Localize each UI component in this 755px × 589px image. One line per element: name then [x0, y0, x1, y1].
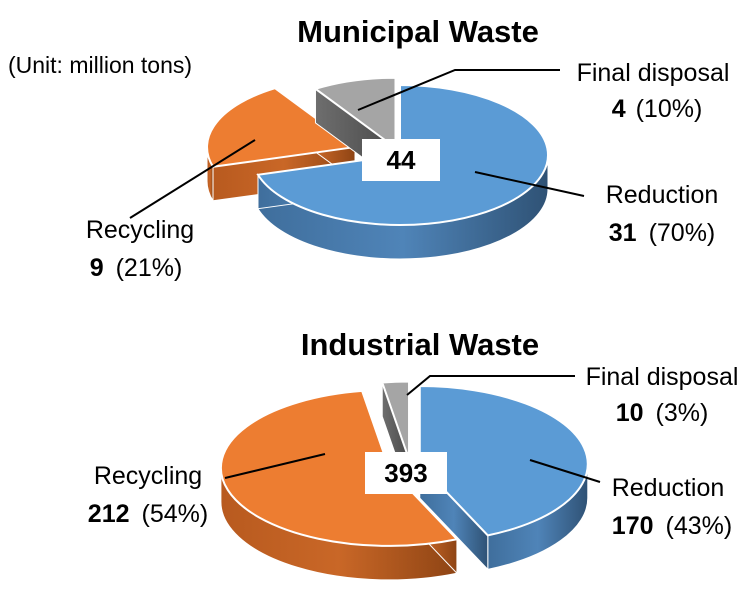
total-box [365, 452, 447, 494]
label-municipal-reduction: Reduction [606, 181, 719, 209]
value-municipal-reduction: 31 (70%) [609, 219, 716, 247]
slice-reduction [418, 385, 589, 537]
value-municipal-recycling: 9 (21%) [90, 254, 183, 282]
label-industrial-recycling: Recycling [94, 462, 202, 490]
leader-line [474, 171, 585, 197]
value-number: 31 [609, 219, 637, 247]
value-percent: (3%) [656, 399, 709, 427]
chart-title-industrial: Industrial Waste [301, 327, 539, 362]
value-percent: (43%) [666, 512, 733, 540]
chart-title-municipal: Municipal Waste [297, 14, 539, 49]
value-number: 170 [612, 512, 654, 540]
slice-final-disposal [380, 380, 411, 460]
total-value: 393 [384, 458, 427, 488]
value-industrial-reduction: 170 (43%) [612, 512, 732, 540]
leader-line [406, 375, 575, 396]
label-industrial-reduction: Reduction [612, 474, 725, 502]
value-number: 10 [616, 399, 644, 427]
total-value: 44 [387, 145, 416, 175]
value-percent: (70%) [649, 219, 716, 247]
value-percent: (54%) [142, 500, 209, 528]
label-industrial-final-disposal: Final disposal [586, 363, 739, 391]
value-number: 9 [90, 254, 104, 282]
total-box [362, 139, 440, 181]
leader-line [357, 69, 560, 111]
slice-final-disposal [313, 76, 397, 150]
slice-recycling [219, 389, 459, 547]
value-percent: (21%) [116, 254, 183, 282]
value-percent: (10%) [636, 95, 703, 123]
labels-layer: (Unit: million tons) Municipal Waste Fin… [8, 14, 738, 540]
value-industrial-recycling: 212 (54%) [88, 500, 208, 528]
value-municipal-final-disposal: 4 (10%) [612, 95, 703, 123]
leader-line [224, 453, 326, 479]
unit-note: (Unit: million tons) [8, 52, 192, 78]
label-municipal-final-disposal: Final disposal [577, 59, 730, 87]
value-number: 212 [88, 500, 130, 528]
pie-slices-layer: 44 393 [129, 69, 601, 581]
pie-municipal: 44 [129, 69, 585, 260]
pie-industrial: 393 [219, 375, 601, 581]
value-industrial-final-disposal: 10 (3%) [616, 399, 709, 427]
value-number: 4 [612, 95, 626, 123]
leader-line [129, 139, 256, 219]
leader-line [529, 459, 601, 483]
label-municipal-recycling: Recycling [86, 216, 194, 244]
